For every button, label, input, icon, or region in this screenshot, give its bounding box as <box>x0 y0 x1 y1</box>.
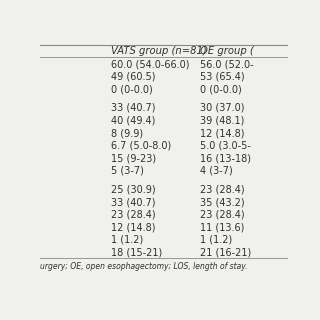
Text: 60.0 (54.0-66.0): 60.0 (54.0-66.0) <box>111 59 189 69</box>
Text: 5 (3-7): 5 (3-7) <box>111 166 144 176</box>
Text: VATS group (n=81): VATS group (n=81) <box>111 46 206 56</box>
Text: 8 (9.9): 8 (9.9) <box>111 128 143 138</box>
Text: 23 (28.4): 23 (28.4) <box>200 184 244 195</box>
Text: 35 (43.2): 35 (43.2) <box>200 197 244 207</box>
Text: 6.7 (5.0-8.0): 6.7 (5.0-8.0) <box>111 140 171 151</box>
Text: 25 (30.9): 25 (30.9) <box>111 184 155 195</box>
Text: 4 (3-7): 4 (3-7) <box>200 166 233 176</box>
Text: 1 (1.2): 1 (1.2) <box>200 235 232 245</box>
Text: 18 (15-21): 18 (15-21) <box>111 247 162 257</box>
Text: 21 (16-21): 21 (16-21) <box>200 247 251 257</box>
Text: 11 (13.6): 11 (13.6) <box>200 222 244 232</box>
Text: 30 (37.0): 30 (37.0) <box>200 103 244 113</box>
Text: 39 (48.1): 39 (48.1) <box>200 116 244 125</box>
Text: urgery; OE, open esophagectomy; LOS, length of stay.: urgery; OE, open esophagectomy; LOS, len… <box>40 262 247 271</box>
Text: 33 (40.7): 33 (40.7) <box>111 197 155 207</box>
Text: 1 (1.2): 1 (1.2) <box>111 235 143 245</box>
Text: 23 (28.4): 23 (28.4) <box>111 210 155 220</box>
Text: 40 (49.4): 40 (49.4) <box>111 116 155 125</box>
Text: 49 (60.5): 49 (60.5) <box>111 72 155 82</box>
Text: 0 (0-0.0): 0 (0-0.0) <box>111 84 152 94</box>
Text: 12 (14.8): 12 (14.8) <box>200 128 244 138</box>
Text: 56.0 (52.0-: 56.0 (52.0- <box>200 59 253 69</box>
Text: 5.0 (3.0-5-: 5.0 (3.0-5- <box>200 140 251 151</box>
Text: 15 (9-23): 15 (9-23) <box>111 153 156 163</box>
Text: OE group (: OE group ( <box>200 46 254 56</box>
Text: 53 (65.4): 53 (65.4) <box>200 72 244 82</box>
Text: 12 (14.8): 12 (14.8) <box>111 222 155 232</box>
Text: 16 (13-18): 16 (13-18) <box>200 153 251 163</box>
Text: 33 (40.7): 33 (40.7) <box>111 103 155 113</box>
Text: 0 (0-0.0): 0 (0-0.0) <box>200 84 242 94</box>
Text: 23 (28.4): 23 (28.4) <box>200 210 244 220</box>
